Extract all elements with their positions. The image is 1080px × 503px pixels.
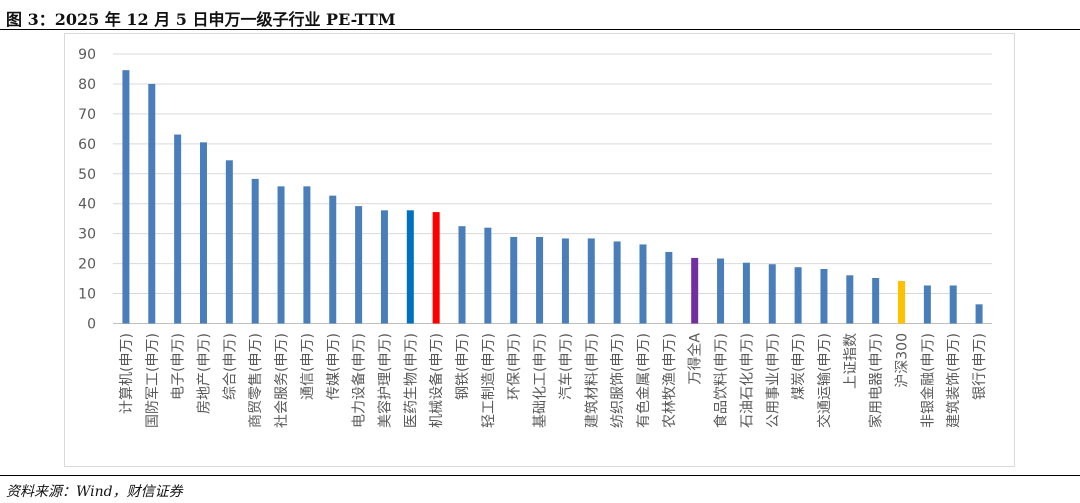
x-category-label: 交通运输(申万) [816,333,833,428]
x-category-label: 公用事业(申万) [765,333,781,428]
bar [303,186,311,324]
y-tick-label: 20 [78,257,96,273]
bar [691,257,699,324]
y-tick-label: 90 [78,47,96,63]
x-category-label: 基础化工(申万) [532,333,549,428]
source-note: 资料来源：Wind，财信证券 [6,484,183,500]
x-category-label: 环保(申万) [507,333,523,400]
bar [329,195,337,324]
y-tick-label: 80 [78,77,96,93]
x-category-label: 建筑材料(申万) [584,333,600,428]
bar [380,210,388,324]
chart-frame [64,33,1015,467]
gridlines [113,53,992,324]
x-category-label: 食品饮料(申万) [713,333,730,428]
bar [174,134,182,324]
y-tick-label: 70 [78,107,96,123]
bar [820,269,828,324]
bar [510,236,518,324]
bar [742,262,750,324]
bar [768,264,776,324]
figure-title: 图 3：2025 年 12 月 5 日申万一级子行业 PE-TTM [6,10,396,29]
x-category-label: 社会服务(申万) [274,333,290,428]
bar [975,304,983,324]
x-category-label: 纺织服饰(申万) [610,333,626,428]
x-category-label: 钢铁(申万) [455,333,471,400]
bar [846,275,854,324]
bar [613,241,621,324]
x-category-label: 电力设备(申万) [351,333,368,428]
bar [406,210,414,324]
title-rule [0,29,1080,30]
y-axis-ticks: 0 10 20 30 40 50 60 70 80 90 [78,47,96,333]
bar [665,251,673,324]
x-category-label: 机械设备(申万) [428,333,445,428]
bar [199,142,207,324]
source-rule [0,475,1080,476]
x-category-label: 计算机(申万) [119,333,135,414]
bar [717,258,725,324]
bar [484,227,492,324]
bar [122,70,130,324]
x-category-label: 商贸零售(申万) [248,333,264,428]
bar [587,238,595,324]
x-category-label: 沪深300 [895,333,911,388]
y-tick-label: 0 [87,317,96,333]
bar [355,206,363,324]
bar [949,285,957,324]
y-tick-label: 30 [78,227,96,243]
y-tick-label: 10 [78,287,96,303]
bar [639,244,647,324]
bar [872,277,880,324]
x-category-label: 国防军工(申万) [145,333,161,428]
x-category-label: 石油石化(申万) [739,333,755,428]
x-category-label: 汽车(申万) [557,333,574,400]
bar [536,236,544,324]
bar [898,280,906,324]
x-category-label: 农林牧渔(申万) [662,333,678,428]
x-category-label: 综合(申万) [222,333,238,400]
y-tick-label: 60 [78,137,96,153]
x-category-label: 建筑装饰(申万) [946,333,962,428]
bars [122,70,983,324]
x-axis-categories: 计算机(申万) 国防军工(申万) 电子(申万) 房地产(申万) 综合(申万) 商贸零售(申… [119,333,988,428]
y-tick-label: 50 [78,167,96,183]
y-tick-label: 40 [78,197,96,213]
bar [923,285,931,324]
x-category-label: 上证指数 [843,333,859,389]
x-category-label: 万得全A [687,333,704,385]
bar [277,186,285,324]
x-category-label: 电子(申万) [171,333,187,400]
x-category-label: 房地产(申万) [196,333,212,414]
bar [458,226,466,324]
bar [225,160,233,324]
x-category-label: 传媒(申万) [326,333,342,400]
x-category-label: 煤炭(申万) [791,333,807,400]
x-category-label: 有色金属(申万) [635,333,652,428]
bar [251,178,259,324]
x-category-label: 轻工制造(申万) [481,333,497,428]
x-category-label: 银行(申万) [972,333,988,400]
x-category-label: 通信(申万) [300,333,316,400]
x-category-label: 非银金融(申万) [920,333,936,428]
bar [794,267,802,324]
x-category-label: 美容护理(申万) [376,333,393,428]
bar [148,83,156,324]
bar [561,238,569,324]
x-category-label: 家用电器(申万) [868,333,885,428]
x-category-label: 医药生物(申万) [403,333,419,428]
bar [432,212,440,324]
